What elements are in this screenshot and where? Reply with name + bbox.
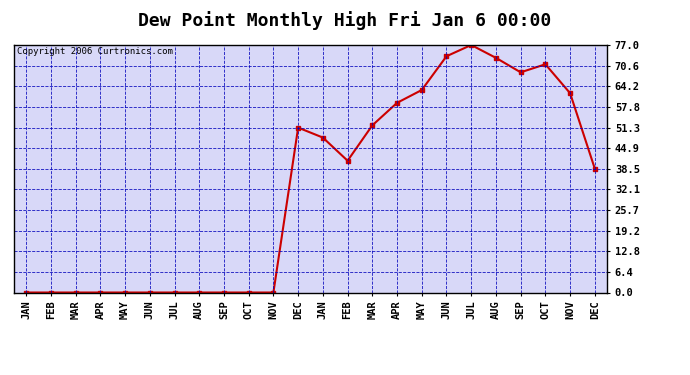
Text: Copyright 2006 Curtronics.com: Copyright 2006 Curtronics.com [17,48,172,57]
Text: Dew Point Monthly High Fri Jan 6 00:00: Dew Point Monthly High Fri Jan 6 00:00 [139,11,551,30]
